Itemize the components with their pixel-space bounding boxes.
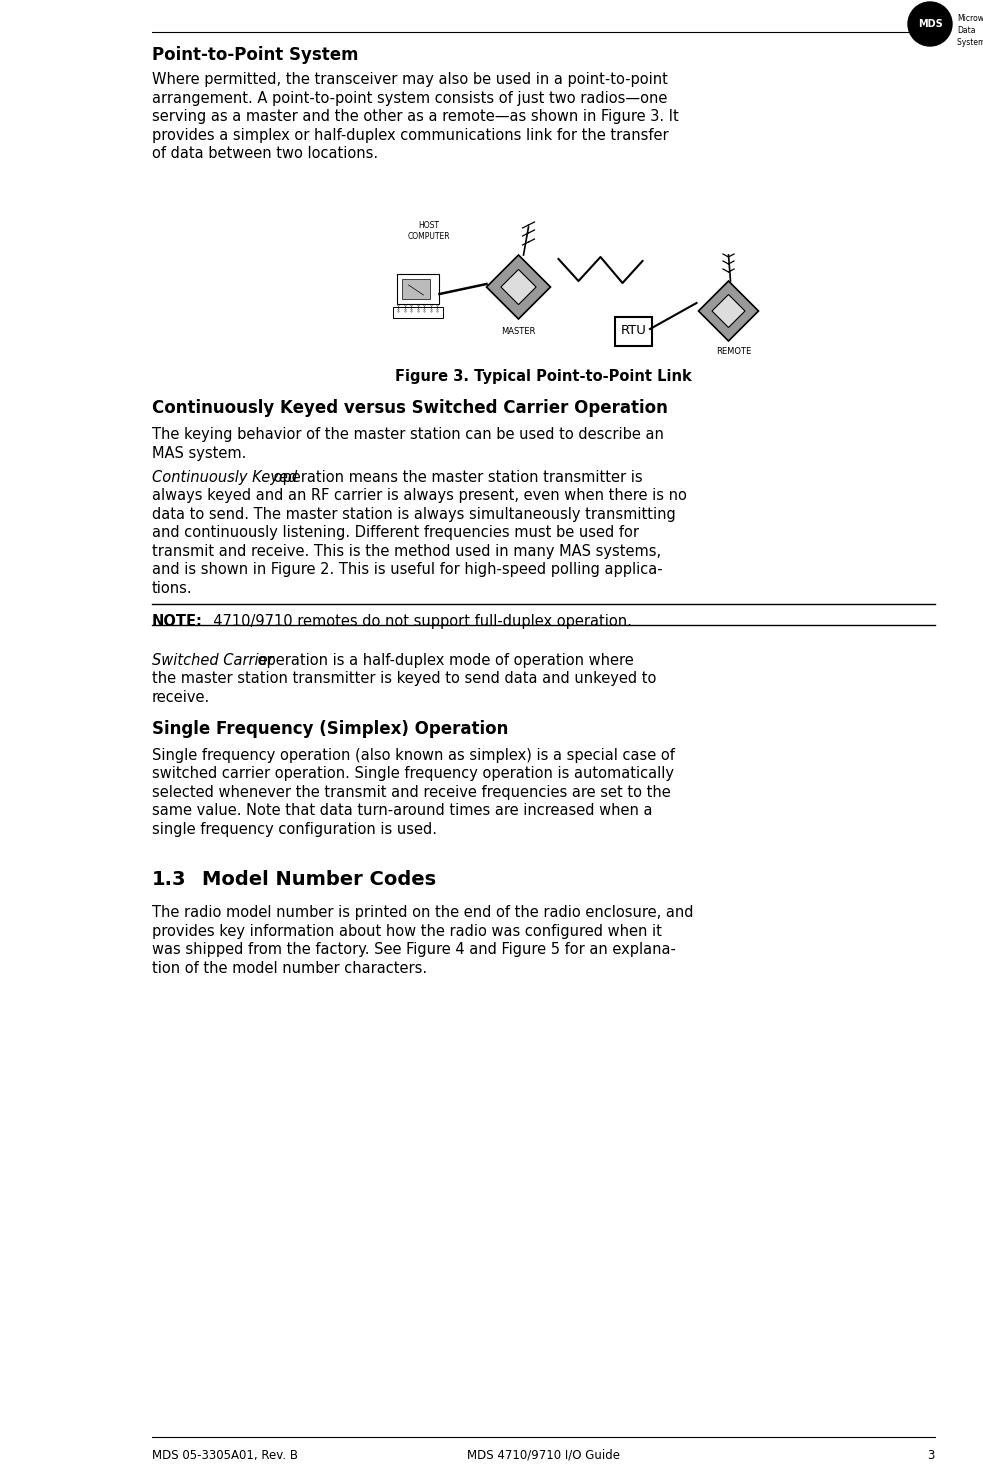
Text: provides a simplex or half-duplex communications link for the transfer: provides a simplex or half-duplex commun… xyxy=(152,128,668,142)
Text: Single Frequency (Simplex) Operation: Single Frequency (Simplex) Operation xyxy=(152,720,508,738)
Text: 4710/9710 remotes do not support full-duplex operation.: 4710/9710 remotes do not support full-du… xyxy=(204,614,632,629)
Text: single frequency configuration is used.: single frequency configuration is used. xyxy=(152,822,437,837)
Text: serving as a master and the other as a remote—as shown in Figure 3. It: serving as a master and the other as a r… xyxy=(152,108,678,125)
Text: NOTE:: NOTE: xyxy=(152,614,202,629)
Text: of data between two locations.: of data between two locations. xyxy=(152,145,378,160)
Text: Model Number Codes: Model Number Codes xyxy=(202,870,436,889)
Text: switched carrier operation. Single frequency operation is automatically: switched carrier operation. Single frequ… xyxy=(152,766,674,781)
Text: 1.3: 1.3 xyxy=(152,870,187,889)
Text: same value. Note that data turn-around times are increased when a: same value. Note that data turn-around t… xyxy=(152,803,653,818)
Text: MAS system.: MAS system. xyxy=(152,445,247,460)
Text: data to send. The master station is always simultaneously transmitting: data to send. The master station is alwa… xyxy=(152,506,675,521)
Text: was shipped from the factory. See Figure 4 and Figure 5 for an explana-: was shipped from the factory. See Figure… xyxy=(152,942,676,957)
Text: MASTER: MASTER xyxy=(501,326,536,335)
Text: the master station transmitter is keyed to send data and unkeyed to: the master station transmitter is keyed … xyxy=(152,671,657,686)
FancyBboxPatch shape xyxy=(393,307,443,318)
Text: tions.: tions. xyxy=(152,580,193,595)
Text: MDS 05-3305A01, Rev. B: MDS 05-3305A01, Rev. B xyxy=(152,1448,298,1462)
Text: HOST
COMPUTER: HOST COMPUTER xyxy=(407,221,450,240)
Text: receive.: receive. xyxy=(152,690,210,705)
Text: and is shown in Figure 2. This is useful for high-speed polling applica-: and is shown in Figure 2. This is useful… xyxy=(152,562,663,577)
Text: operation means the master station transmitter is: operation means the master station trans… xyxy=(269,469,643,485)
FancyBboxPatch shape xyxy=(402,279,430,298)
Text: arrangement. A point-to-point system consists of just two radios—one: arrangement. A point-to-point system con… xyxy=(152,91,667,105)
Text: selected whenever the transmit and receive frequencies are set to the: selected whenever the transmit and recei… xyxy=(152,785,670,800)
Text: Switched Carrier: Switched Carrier xyxy=(152,653,273,668)
Text: operation is a half-duplex mode of operation where: operation is a half-duplex mode of opera… xyxy=(253,653,634,668)
Text: MDS 4710/9710 I/O Guide: MDS 4710/9710 I/O Guide xyxy=(467,1448,620,1462)
Polygon shape xyxy=(699,280,759,341)
Text: RTU: RTU xyxy=(620,325,647,337)
Text: Microwave
Data
Systems Inc.: Microwave Data Systems Inc. xyxy=(957,13,983,46)
Text: always keyed and an RF carrier is always present, even when there is no: always keyed and an RF carrier is always… xyxy=(152,488,687,503)
Text: 3: 3 xyxy=(928,1448,935,1462)
Text: Single frequency operation (also known as simplex) is a special case of: Single frequency operation (also known a… xyxy=(152,748,675,763)
Text: Continuously Keyed versus Switched Carrier Operation: Continuously Keyed versus Switched Carri… xyxy=(152,399,667,417)
Text: tion of the model number characters.: tion of the model number characters. xyxy=(152,960,428,975)
Circle shape xyxy=(908,1,952,46)
Text: REMOTE: REMOTE xyxy=(716,347,751,356)
FancyBboxPatch shape xyxy=(615,316,652,346)
Text: Figure 3. Typical Point-to-Point Link: Figure 3. Typical Point-to-Point Link xyxy=(395,370,692,384)
FancyBboxPatch shape xyxy=(397,275,439,304)
Text: Where permitted, the transceiver may also be used in a point-to-point: Where permitted, the transceiver may als… xyxy=(152,73,667,88)
Text: Point-to-Point System: Point-to-Point System xyxy=(152,46,359,64)
Text: The keying behavior of the master station can be used to describe an: The keying behavior of the master statio… xyxy=(152,427,664,442)
Text: MDS: MDS xyxy=(917,19,943,30)
Polygon shape xyxy=(487,255,550,319)
Polygon shape xyxy=(501,270,536,304)
Text: Continuously Keyed: Continuously Keyed xyxy=(152,469,297,485)
Text: provides key information about how the radio was configured when it: provides key information about how the r… xyxy=(152,923,662,938)
Polygon shape xyxy=(712,294,745,328)
Text: transmit and receive. This is the method used in many MAS systems,: transmit and receive. This is the method… xyxy=(152,543,662,558)
Text: The radio model number is printed on the end of the radio enclosure, and: The radio model number is printed on the… xyxy=(152,905,693,920)
Text: and continuously listening. Different frequencies must be used for: and continuously listening. Different fr… xyxy=(152,525,639,540)
